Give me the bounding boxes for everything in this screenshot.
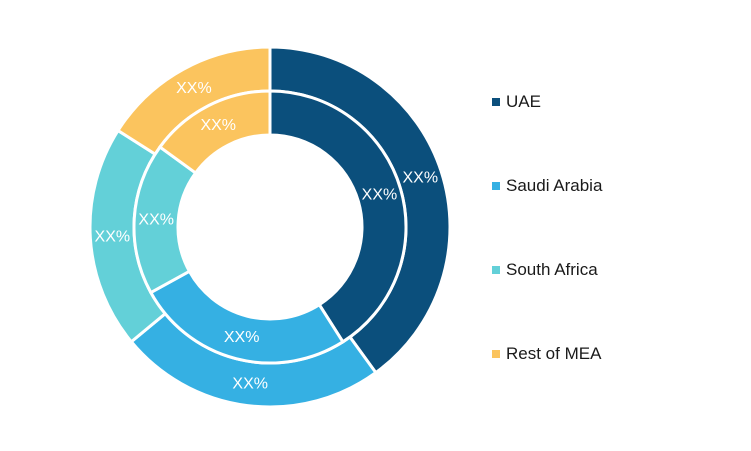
inner-slice-rest-of-mea	[157, 89, 272, 176]
outer-slice-label-saudi-arabia: XX%	[232, 375, 268, 392]
outer-slice-label-rest-of-mea: XX%	[176, 80, 212, 97]
legend-swatch-saudi-arabia	[492, 182, 500, 190]
legend-swatch-rest-of-mea	[492, 350, 500, 358]
legend: UAE Saudi Arabia South Africa Rest of ME…	[492, 88, 602, 424]
inner-slice-label-south-africa: XX%	[138, 211, 174, 228]
outer-slice-label-south-africa: XX%	[95, 228, 131, 245]
legend-label-south-africa: South Africa	[506, 260, 598, 279]
legend-label-rest-of-mea: Rest of MEA	[506, 344, 602, 363]
legend-label-saudi-arabia: Saudi Arabia	[506, 176, 603, 195]
inner-slice-uae	[268, 89, 408, 344]
inner-slice-label-rest-of-mea: XX%	[200, 117, 236, 134]
inner-slice-label-uae: XX%	[362, 187, 398, 204]
legend-item-saudi-arabia: Saudi Arabia	[492, 172, 602, 200]
legend-swatch-uae	[492, 98, 500, 106]
outer-slice-label-uae: XX%	[402, 170, 438, 187]
legend-item-uae: UAE	[492, 88, 602, 116]
legend-label-uae: UAE	[506, 92, 541, 111]
legend-item-rest-of-mea: Rest of MEA	[492, 340, 602, 368]
legend-item-south-africa: South Africa	[492, 256, 602, 284]
legend-swatch-south-africa	[492, 266, 500, 274]
inner-slice-label-saudi-arabia: XX%	[224, 329, 260, 346]
